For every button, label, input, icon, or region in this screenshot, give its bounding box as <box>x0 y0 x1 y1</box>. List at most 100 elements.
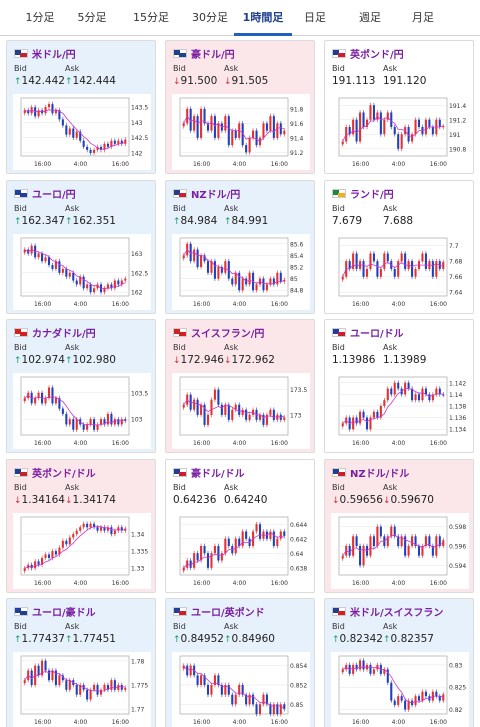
candle-body <box>393 526 396 537</box>
candlestick-chart[interactable]: 0.644 0.642 0.64 0.638 16:00 4:00 16:00 <box>172 513 310 589</box>
bid-rate: ↑102.974 <box>14 354 65 366</box>
tab-7[interactable]: 月足 <box>412 11 434 24</box>
rate-card[interactable]: スイスフラン/円 Bid Ask ↓172.946 ↓172.962 173.5 173 16… <box>165 319 315 453</box>
currency-pair-link[interactable]: スイスフラン/円 <box>191 328 265 340</box>
candle-body <box>372 105 375 120</box>
candle-body <box>106 527 109 531</box>
currency-pair-link[interactable]: ランド/円 <box>350 189 394 201</box>
ask-label: Ask <box>65 64 80 73</box>
currency-pair-link[interactable]: 豪ドル/円 <box>191 49 235 61</box>
candle-body <box>397 696 400 706</box>
candlestick-chart[interactable]: 1.142 1.14 1.138 1.136 1.134 16:00 4:00 16:00 <box>331 373 469 449</box>
rate-card[interactable]: 英ポンド/円 Bid Ask 191.113 191.120 191.4 191.2 191 1… <box>324 40 474 174</box>
candlestick-chart[interactable]: 0.854 0.852 0.85 16:00 4:00 16:00 <box>172 652 310 727</box>
rate-card[interactable]: 米ドル/スイスフラン Bid Ask ↑0.82342 ↑0.82357 0.83 0.82… <box>324 598 474 727</box>
candle-body <box>44 660 47 671</box>
candlestick-chart[interactable]: 85.6 85.4 85.2 85 84.8 16:00 4:00 16:00 <box>172 234 310 310</box>
rate-card[interactable]: 豪ドル/ドル Bid Ask 0.64236 0.64240 0.644 0.642 0.64… <box>165 459 315 593</box>
y-tick-label: 1.775 <box>131 683 148 690</box>
x-tick-label: 4:00 <box>74 719 88 726</box>
moving-average-line <box>24 109 126 150</box>
rate-card[interactable]: カナダドル/円 Bid Ask ↑102.974 ↑102.980 103.5 103 16:… <box>6 319 156 453</box>
tab-1[interactable]: 5分足 <box>77 11 107 24</box>
candle-body <box>252 694 255 705</box>
candle-body <box>58 261 61 273</box>
rate-card[interactable]: ユーロ/豪ドル Bid Ask ↑1.77437 ↑1.77451 1.78 1.775 1.… <box>6 598 156 727</box>
candlestick-chart[interactable]: 7.7 7.68 7.66 7.64 16:00 4:00 16:00 <box>331 234 469 310</box>
rate-card[interactable]: NZドル/ドル Bid Ask ↓0.59656 ↓0.59670 0.598 0.596 0… <box>324 459 474 593</box>
candle-body <box>72 128 75 138</box>
moving-average-line <box>24 669 126 692</box>
candle-body <box>269 409 272 415</box>
bid-value: 191.113 <box>332 75 376 87</box>
rate-card[interactable]: ユーロ/英ポンド Bid Ask ↑0.84952 ↑0.84960 0.854 0.852… <box>165 598 315 727</box>
candle-body <box>220 685 223 695</box>
currency-pair-link[interactable]: 豪ドル/ドル <box>191 468 245 480</box>
tab-5[interactable]: 日足 <box>304 11 326 24</box>
currency-pair-link[interactable]: カナダドル/円 <box>32 328 96 340</box>
candle-body <box>124 419 127 421</box>
up-arrow-icon: ↑ <box>65 635 73 645</box>
candlestick-chart[interactable]: 173.5 173 16:00 4:00 16:00 <box>172 373 310 449</box>
bid-label: Bid <box>332 622 345 631</box>
currency-pair-link[interactable]: ユーロ/英ポンド <box>191 607 265 619</box>
candlestick-chart[interactable]: 91.8 91.6 91.4 91.2 16:00 4:00 16:00 <box>172 94 310 170</box>
candle-body <box>44 554 47 558</box>
candlestick-chart[interactable]: 1.78 1.775 1.77 16:00 4:00 16:00 <box>13 652 151 727</box>
tab-6[interactable]: 週足 <box>359 11 381 24</box>
candle-body <box>359 411 362 424</box>
rate-card[interactable]: 米ドル/円 Bid Ask ↑142.442 ↑142.444 143.5 143 142.5… <box>6 40 156 174</box>
bid-label: Bid <box>173 204 186 213</box>
currency-pair-link[interactable]: 英ポンド/円 <box>350 49 404 61</box>
rate-card[interactable]: NZドル/円 Bid Ask ↑84.984 ↑84.991 85.6 85.4 85.2 85… <box>165 180 315 314</box>
rate-card[interactable]: 英ポンド/ドル Bid Ask ↓1.34164 ↓1.34174 1.34 1.335 1.… <box>6 459 156 593</box>
currency-pair-link[interactable]: ユーロ/ドル <box>350 328 404 340</box>
candle-body <box>23 398 26 401</box>
candle-body <box>220 404 223 415</box>
candlestick-chart[interactable]: 103.5 103 16:00 4:00 16:00 <box>13 373 151 449</box>
rate-card[interactable]: ユーロ/円 Bid Ask ↑162.347 ↑162.351 163 162.5 162 16… <box>6 180 156 314</box>
candle-body <box>393 268 396 277</box>
currency-pair-link[interactable]: 米ドル/スイスフラン <box>350 607 444 619</box>
candle-body <box>86 284 89 289</box>
tab-3[interactable]: 30分足 <box>192 11 228 24</box>
tab-4[interactable]: 1時間足 <box>234 0 292 36</box>
candle-body <box>283 417 286 420</box>
candle-body <box>75 419 78 430</box>
candlestick-chart[interactable]: 0.83 0.825 0.82 16:00 4:00 16:00 <box>331 652 469 727</box>
rate-card[interactable]: ランド/円 Bid Ask 7.679 7.688 7.7 7.68 7.66 7.64 16:0… <box>324 180 474 314</box>
candle-body <box>241 278 244 291</box>
candle-body <box>117 419 120 425</box>
candlestick-chart[interactable]: 191.4 191.2 191 190.8 16:00 4:00 16:00 <box>331 94 469 170</box>
candle-body <box>75 530 78 535</box>
currency-pair-link[interactable]: ユーロ/豪ドル <box>32 607 96 619</box>
y-tick-label: 1.134 <box>449 427 466 434</box>
ask-value: 102.980 <box>72 354 116 366</box>
candle-body <box>269 704 272 714</box>
currency-pair-link[interactable]: 米ドル/円 <box>32 49 76 61</box>
ask-rate: ↑162.351 <box>65 215 116 227</box>
candle-body <box>96 424 99 430</box>
candlestick-chart[interactable]: 1.34 1.335 1.33 16:00 4:00 16:00 <box>13 513 151 589</box>
candlestick-chart[interactable]: 163 162.5 162 16:00 4:00 16:00 <box>13 234 151 310</box>
rate-card[interactable]: 豪ドル/円 Bid Ask ↓91.500 ↓91.505 91.8 91.6 91.4 91.… <box>165 40 315 174</box>
tab-0[interactable]: 1分足 <box>25 11 55 24</box>
x-tick-label: 16:00 <box>430 301 447 308</box>
candlestick-chart[interactable]: 0.598 0.596 0.594 16:00 4:00 16:00 <box>331 513 469 589</box>
candle-body <box>196 675 199 685</box>
currency-pair-link[interactable]: 英ポンド/ドル <box>32 468 96 480</box>
candle-body <box>438 388 441 395</box>
candle-body <box>44 398 47 404</box>
candle-body <box>238 685 241 695</box>
candle-body <box>258 524 262 539</box>
rate-card[interactable]: ユーロ/ドル Bid Ask 1.13986 1.13989 1.142 1.14 1.138… <box>324 319 474 453</box>
tab-2[interactable]: 15分足 <box>133 11 169 24</box>
x-tick-label: 4:00 <box>74 161 88 168</box>
candlestick-chart[interactable]: 143.5 143 142.5 142 16:00 4:00 16:00 <box>13 94 151 170</box>
currency-pair-link[interactable]: NZドル/ドル <box>350 468 410 480</box>
currency-pair-link[interactable]: ユーロ/円 <box>32 189 76 201</box>
x-tick-label: 16:00 <box>271 719 288 726</box>
currency-pair-link[interactable]: NZドル/円 <box>191 189 241 201</box>
card-header: 豪ドル/ドル <box>173 466 245 480</box>
candle-body <box>189 243 192 262</box>
